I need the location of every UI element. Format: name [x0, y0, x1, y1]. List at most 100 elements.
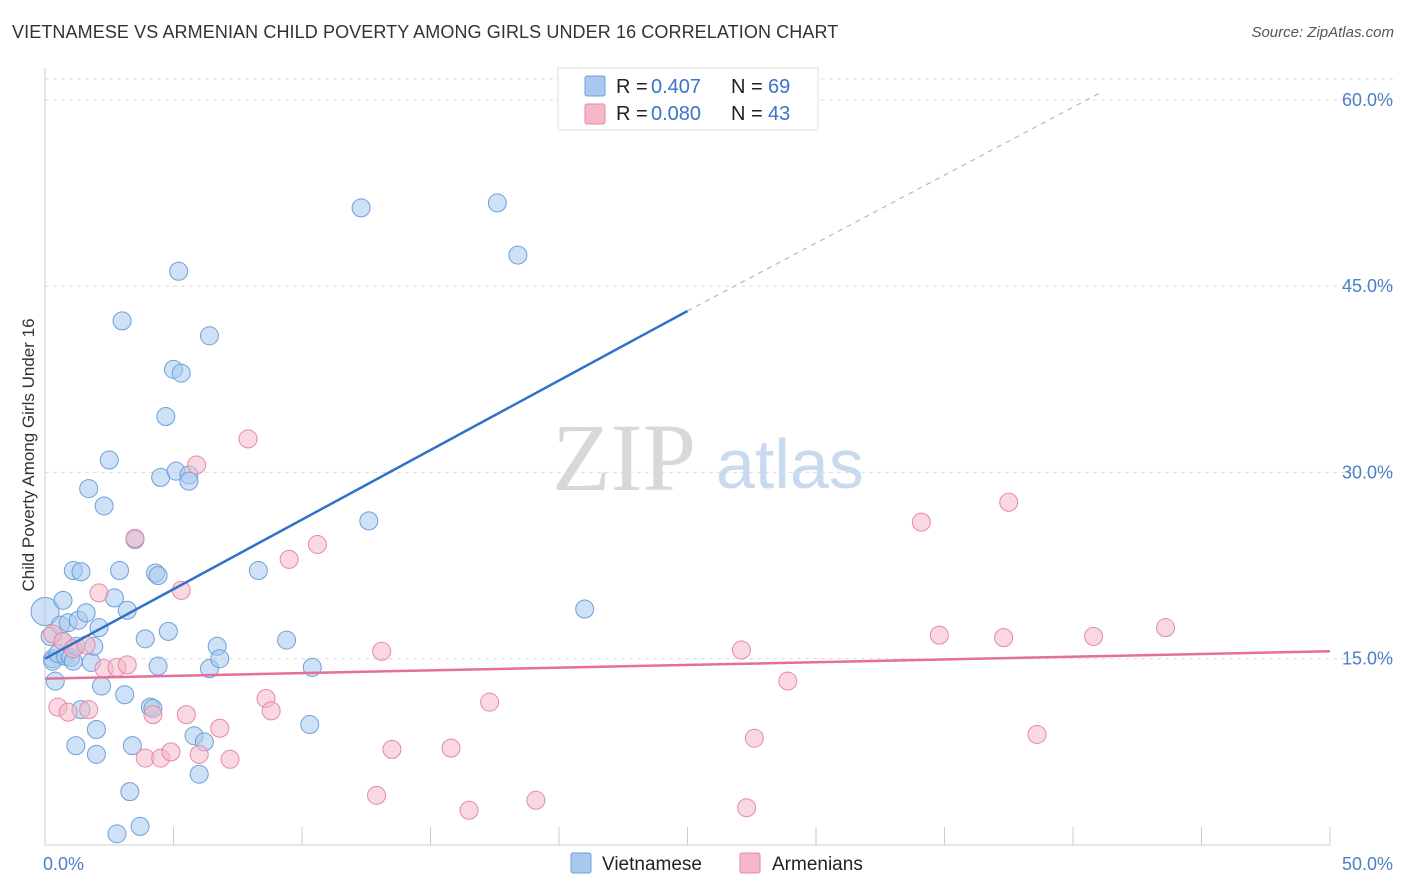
point-armenians [307, 534, 327, 554]
point-armenians [526, 790, 546, 810]
point-armenians [261, 701, 281, 721]
watermark-atlas: atlas [716, 425, 864, 503]
legend-r-value-armenians: 0.080 [651, 103, 701, 125]
point-vietnamese [248, 561, 268, 581]
point-armenians [89, 583, 109, 603]
trend-line-vietnamese [44, 309, 689, 660]
point-armenians [367, 785, 387, 805]
point-armenians [238, 429, 258, 449]
point-armenians [176, 705, 196, 725]
point-armenians [161, 742, 181, 762]
point-vietnamese [171, 363, 191, 383]
point-armenians [911, 512, 931, 532]
watermark-zip: ZIP [552, 404, 696, 511]
watermark: ZIP atlas [552, 404, 864, 511]
point-armenians [1084, 626, 1104, 646]
bottom-legend-vietnamese: Vietnamese [602, 854, 702, 875]
point-vietnamese [86, 720, 106, 739]
point-vietnamese [99, 450, 119, 470]
bottom-legend-swatch-vietnamese [570, 852, 592, 874]
point-vietnamese [112, 311, 132, 331]
legend-r-label-vietnamese: R = [616, 76, 648, 98]
point-armenians [744, 728, 764, 748]
y-tick-label: 45.0% [1342, 276, 1393, 296]
point-armenians [210, 718, 230, 738]
point-vietnamese [199, 326, 219, 346]
point-vietnamese [66, 736, 86, 756]
bottom-legend-armenians: Armenians [772, 854, 863, 875]
trend-lines [44, 93, 1331, 680]
point-armenians [220, 749, 240, 769]
point-vietnamese [86, 744, 106, 764]
point-vietnamese [71, 562, 91, 582]
bottom-legend-swatch-armenians [739, 852, 761, 874]
point-armenians [778, 671, 798, 691]
legend-n-value-armenians: 43 [768, 103, 790, 125]
chart-source: Source: ZipAtlas.com [1251, 24, 1394, 41]
legend-n-label-vietnamese: N = [731, 76, 763, 98]
point-armenians [1027, 724, 1047, 744]
point-vietnamese [277, 630, 297, 650]
point-armenians [999, 492, 1019, 512]
legend-r-value-vietnamese: 0.407 [651, 76, 701, 98]
trend-extension-vietnamese [687, 93, 1099, 312]
axes [44, 68, 1331, 846]
chart-title: VIETNAMESE VS ARMENIAN CHILD POVERTY AMO… [12, 22, 839, 42]
bottom-legend: Vietnamese Armenians [570, 852, 863, 875]
x-tick-label: 50.0% [1342, 854, 1393, 874]
point-armenians [117, 655, 137, 675]
point-vietnamese [120, 782, 140, 802]
point-vietnamese [359, 511, 379, 531]
point-armenians [372, 641, 392, 661]
point-armenians [459, 800, 479, 820]
point-vietnamese [148, 566, 168, 585]
x-tick-labels: 0.0% 50.0% [43, 854, 1393, 874]
point-vietnamese [351, 198, 371, 218]
point-armenians [279, 549, 299, 569]
stats-legend: R = 0.407 N = 69 R = 0.080 N = 43 [557, 67, 819, 131]
point-armenians [480, 692, 500, 712]
point-armenians [382, 739, 402, 759]
y-axis-label: Child Poverty Among Girls Under 16 [19, 318, 38, 591]
trend-line-armenians [44, 650, 1331, 680]
point-vietnamese [122, 736, 142, 756]
point-vietnamese [130, 816, 150, 836]
point-armenians [994, 628, 1014, 648]
legend-r-label-armenians: R = [616, 103, 648, 125]
point-vietnamese [508, 245, 528, 265]
point-armenians [143, 705, 163, 725]
point-vietnamese [76, 603, 96, 623]
y-tick-label: 60.0% [1342, 90, 1393, 110]
point-vietnamese [148, 656, 168, 676]
point-armenians [731, 640, 751, 660]
point-vietnamese [92, 676, 112, 696]
data-points [30, 193, 1176, 844]
point-vietnamese [575, 599, 595, 619]
point-vietnamese [210, 649, 230, 669]
point-armenians [441, 738, 461, 758]
point-armenians [929, 625, 949, 645]
point-vietnamese [110, 561, 130, 581]
point-vietnamese [300, 715, 320, 735]
legend-swatch-armenians [584, 103, 606, 125]
y-tick-label: 15.0% [1342, 649, 1393, 669]
point-armenians [125, 528, 145, 548]
point-vietnamese [107, 824, 127, 844]
point-vietnamese [156, 407, 176, 427]
legend-n-value-vietnamese: 69 [768, 76, 790, 98]
point-armenians [737, 798, 757, 818]
point-vietnamese [169, 261, 189, 281]
point-armenians [187, 455, 207, 475]
point-vietnamese [189, 764, 209, 784]
gridlines [45, 78, 1395, 660]
x-tick-label: 0.0% [43, 854, 84, 874]
point-armenians [79, 700, 99, 720]
point-armenians [58, 702, 78, 722]
point-vietnamese [79, 479, 99, 499]
legend-n-label-armenians: N = [731, 103, 763, 125]
point-vietnamese [158, 621, 178, 641]
point-vietnamese [487, 193, 507, 213]
point-vietnamese [115, 685, 135, 705]
y-tick-label: 30.0% [1342, 462, 1393, 482]
